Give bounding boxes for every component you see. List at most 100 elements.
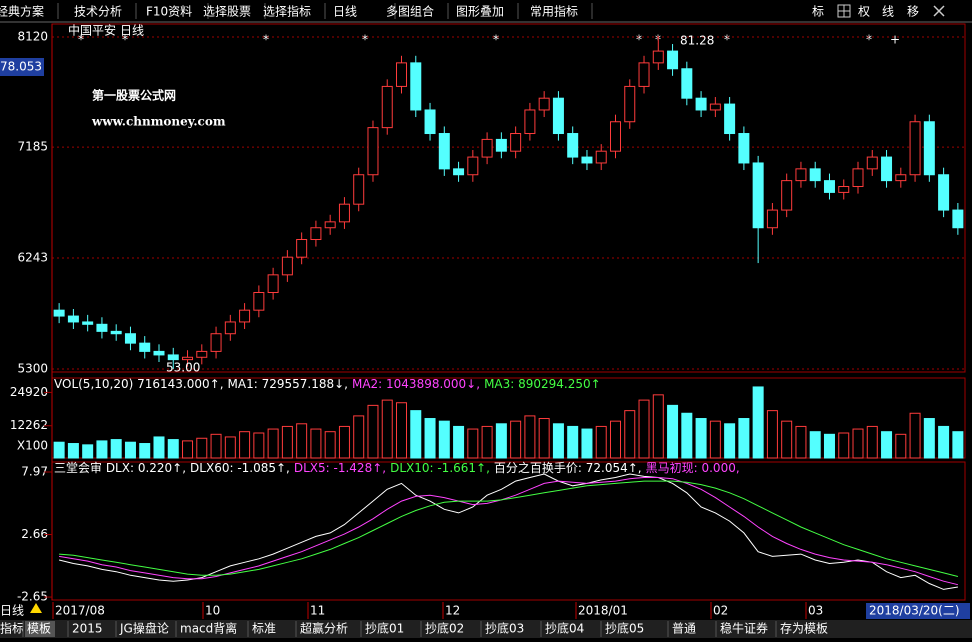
volume-bar — [552, 423, 564, 459]
volume-bar — [638, 399, 650, 459]
volume-bar — [866, 425, 878, 459]
candle-body — [510, 133, 522, 152]
tab[interactable]: 存为模板 — [780, 622, 828, 636]
toolbar-item[interactable]: 日线 — [333, 5, 357, 19]
signal-stars: ** ** ** ** *+ — [78, 33, 900, 47]
watermark: www.chnmoney.com — [91, 115, 226, 129]
volume-bar — [738, 418, 750, 459]
candle-body — [296, 239, 308, 258]
candle-body — [595, 150, 607, 164]
current-date: 2018/03/20(二) — [869, 604, 960, 618]
toolbar-item[interactable]: 选择股票 — [203, 5, 251, 19]
candle-body — [881, 156, 893, 182]
volume-bar — [267, 428, 279, 459]
tab[interactable]: 超赢分析 — [300, 621, 348, 636]
y-tick-label: 7185 — [17, 140, 48, 154]
volume-bar — [895, 433, 907, 459]
toolbar-button[interactable]: 移 — [907, 5, 919, 19]
volume-bar — [424, 418, 436, 459]
close-icon[interactable] — [933, 5, 945, 17]
toolbar-item[interactable]: 选择指标 — [263, 4, 311, 19]
tab[interactable]: 抄底02 — [425, 621, 464, 636]
toolbar-item[interactable]: F10资料 — [146, 5, 192, 19]
tab[interactable]: 2015 — [72, 622, 103, 636]
volume-bar — [139, 443, 151, 459]
volume-bar — [609, 420, 621, 459]
volume-bar — [624, 410, 636, 459]
volume-bar — [410, 410, 422, 459]
current-price: 78.053 — [0, 60, 42, 74]
candle-body — [453, 168, 465, 176]
volume-bar — [196, 437, 208, 459]
star: * — [122, 33, 128, 47]
tab[interactable]: JG操盘论 — [119, 621, 169, 636]
volume-bar — [110, 439, 122, 459]
toolbar-item[interactable]: 经典方案 — [0, 4, 44, 19]
volume-bar — [681, 412, 693, 459]
tab-bar — [0, 620, 972, 638]
candle-body — [638, 62, 650, 87]
volume-bar — [338, 425, 350, 459]
toolbar-item[interactable]: 常用指标 — [530, 4, 578, 19]
tab[interactable]: 稳牛证券 — [720, 621, 768, 636]
tab[interactable]: 指标 — [0, 621, 24, 636]
volume-bar — [909, 412, 921, 459]
toolbar-item[interactable]: 图形叠加 — [456, 5, 504, 19]
candle-body — [809, 168, 821, 182]
star: * — [263, 33, 269, 47]
toolbar-button[interactable]: 线 — [882, 5, 894, 19]
header-item: DLX10: -1.661↑, — [390, 461, 490, 475]
date-label: 10 — [205, 604, 220, 618]
toolbar-item[interactable]: 技术分析 — [74, 5, 122, 19]
tab[interactable]: 标准 — [252, 622, 276, 636]
candle-body — [823, 180, 835, 193]
candle-body — [724, 103, 736, 135]
tab[interactable]: 抄底04 — [545, 621, 584, 636]
y-tick-label: -2.65 — [17, 590, 48, 604]
candle-body — [324, 221, 336, 229]
tab[interactable]: 普通 — [672, 622, 696, 636]
tab[interactable]: 抄底01 — [365, 621, 404, 636]
volume-bar — [53, 441, 65, 459]
volume-bar — [524, 415, 536, 459]
candle-body — [353, 174, 365, 205]
candle-body — [652, 50, 664, 64]
candle-body — [567, 133, 579, 158]
volume-bar — [153, 436, 165, 459]
tab[interactable]: macd背离 — [180, 621, 237, 636]
header-item: MA2: 1043898.000↓, — [352, 377, 480, 391]
volume-bar — [695, 418, 707, 459]
star: + — [890, 33, 900, 47]
toolbar-button[interactable]: 标 — [812, 5, 824, 19]
date-axis-bg — [0, 602, 972, 620]
volume-bar — [495, 423, 507, 459]
volume-bar — [324, 431, 336, 459]
volume-bar — [253, 432, 265, 459]
tab[interactable]: 抄底03 — [485, 621, 524, 636]
volume-bar — [353, 415, 365, 459]
current-price-box — [0, 58, 44, 76]
date-label: 12 — [445, 604, 460, 618]
tab[interactable]: 抄底05 — [605, 621, 644, 636]
volume-bar — [239, 431, 251, 459]
candle-body — [781, 180, 793, 211]
candle-body — [709, 103, 721, 111]
indicator-line — [59, 477, 959, 586]
candle-body — [538, 97, 550, 111]
candle-body — [82, 321, 94, 325]
header-item: DLX60: -1.085↑, — [190, 461, 290, 475]
date-label: 02 — [713, 604, 728, 618]
candle-body — [609, 121, 621, 152]
tab[interactable]: 模板 — [27, 622, 51, 636]
toolbar-item[interactable]: 多图组合 — [386, 4, 434, 19]
star: * — [493, 33, 499, 47]
volume-bar — [210, 433, 222, 459]
candle-body — [182, 356, 194, 361]
volume-bar — [809, 431, 821, 459]
candle-body — [923, 121, 935, 176]
toolbar-button[interactable]: 权 — [858, 5, 870, 19]
candle-body — [766, 209, 778, 229]
candle-body — [153, 350, 165, 356]
volume-bar — [881, 431, 893, 459]
